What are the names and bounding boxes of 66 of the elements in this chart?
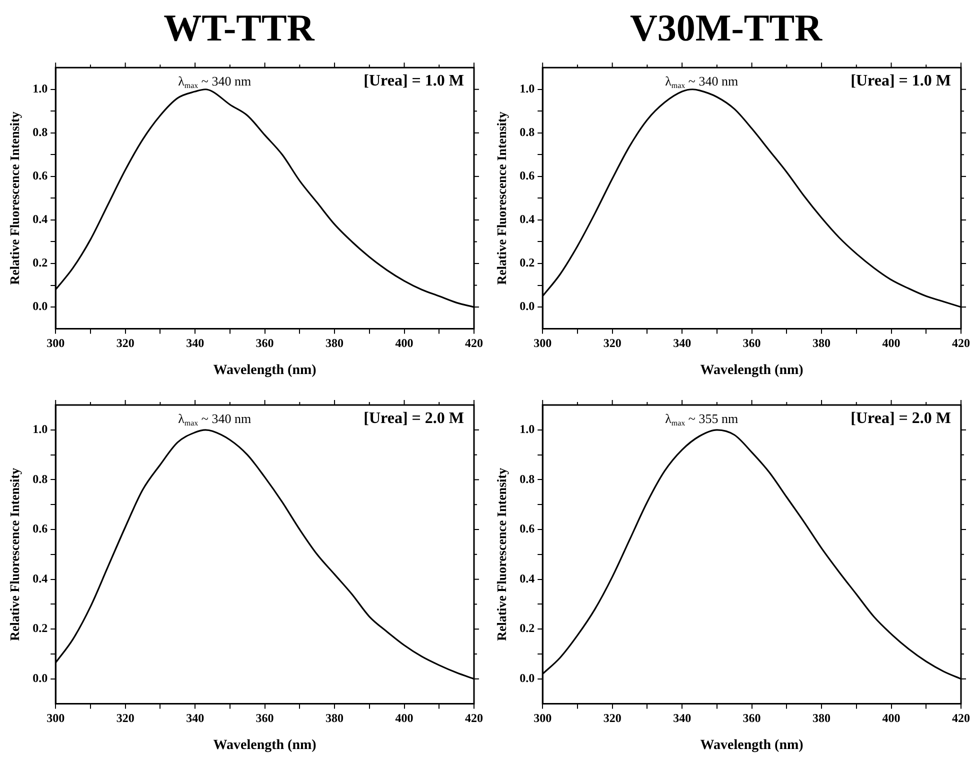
x-tick-label: 420 bbox=[952, 336, 970, 350]
y-tick-label: 0.2 bbox=[32, 256, 48, 270]
y-tick-label: 0.6 bbox=[32, 522, 48, 536]
x-tick-label: 320 bbox=[603, 336, 622, 350]
x-tick-label: 320 bbox=[116, 336, 134, 350]
chart-title: WT-TTR bbox=[164, 8, 315, 50]
x-tick-label: 380 bbox=[812, 711, 831, 726]
y-tick-label: 1.0 bbox=[32, 81, 48, 96]
x-tick-label: 380 bbox=[326, 711, 344, 726]
x-tick-label: 300 bbox=[534, 336, 552, 350]
y-tick-label: 0.8 bbox=[520, 472, 535, 486]
x-axis-title: Wavelength (nm) bbox=[700, 738, 804, 754]
y-tick-label: 0.4 bbox=[32, 571, 48, 586]
x-tick-label: 420 bbox=[952, 711, 970, 726]
x-tick-label: 340 bbox=[186, 336, 204, 350]
x-tick-label: 300 bbox=[46, 711, 65, 726]
y-tick-label: 0.0 bbox=[32, 670, 48, 685]
x-tick-label: 360 bbox=[256, 711, 274, 726]
annotation: [Urea] = 1.0 M bbox=[364, 72, 464, 90]
chart-title: V30M-TTR bbox=[630, 8, 823, 50]
x-axis-title: Wavelength (nm) bbox=[213, 363, 317, 378]
y-tick-label: 0.0 bbox=[520, 670, 535, 685]
y-axis-title: Relative Fluorescence Intensity bbox=[7, 111, 22, 285]
y-axis-title: Relative Fluorescence Intensity bbox=[494, 467, 510, 641]
y-tick-label: 0.4 bbox=[520, 571, 535, 586]
y-tick-label: 0.0 bbox=[32, 299, 48, 314]
y-tick-label: 0.8 bbox=[32, 472, 48, 486]
y-tick-label: 0.4 bbox=[32, 212, 48, 226]
y-tick-label: 0.6 bbox=[520, 522, 535, 536]
x-tick-label: 420 bbox=[465, 711, 483, 726]
annotation: [Urea] = 1.0 M bbox=[850, 72, 951, 90]
y-tick-label: 0.2 bbox=[32, 621, 48, 636]
x-tick-label: 320 bbox=[116, 711, 134, 726]
x-tick-label: 300 bbox=[46, 336, 65, 350]
x-tick-label: 420 bbox=[465, 336, 483, 350]
x-tick-label: 380 bbox=[326, 336, 344, 350]
x-tick-label: 360 bbox=[742, 336, 761, 350]
x-axis-title: Wavelength (nm) bbox=[213, 738, 317, 754]
x-tick-label: 360 bbox=[256, 336, 274, 350]
x-tick-label: 380 bbox=[812, 336, 831, 350]
x-axis-title: Wavelength (nm) bbox=[700, 363, 804, 378]
y-tick-label: 0.2 bbox=[520, 256, 535, 270]
x-tick-label: 400 bbox=[395, 336, 414, 350]
annotation: [Urea] = 2.0 M bbox=[364, 410, 464, 427]
y-tick-label: 0.0 bbox=[520, 299, 535, 314]
x-tick-label: 320 bbox=[603, 711, 622, 726]
y-tick-label: 1.0 bbox=[520, 81, 535, 96]
x-tick-label: 340 bbox=[673, 711, 692, 726]
y-tick-label: 1.0 bbox=[32, 422, 48, 436]
x-tick-label: 300 bbox=[534, 711, 552, 726]
x-tick-label: 400 bbox=[882, 336, 900, 350]
annotation: [Urea] = 2.0 M bbox=[850, 410, 951, 427]
x-tick-label: 400 bbox=[882, 711, 900, 726]
y-tick-label: 1.0 bbox=[520, 422, 535, 436]
y-tick-label: 0.8 bbox=[32, 124, 48, 139]
x-tick-label: 400 bbox=[395, 711, 414, 726]
y-tick-label: 0.6 bbox=[32, 168, 48, 183]
y-axis-title: Relative Fluorescence Intensity bbox=[494, 111, 510, 285]
x-tick-label: 340 bbox=[186, 711, 204, 726]
y-axis-title: Relative Fluorescence Intensity bbox=[7, 467, 22, 641]
y-tick-label: 0.8 bbox=[520, 124, 535, 139]
x-tick-label: 340 bbox=[673, 336, 692, 350]
x-tick-label: 360 bbox=[742, 711, 761, 726]
y-tick-label: 0.2 bbox=[520, 621, 535, 636]
y-tick-label: 0.6 bbox=[520, 168, 535, 183]
y-tick-label: 0.4 bbox=[520, 212, 535, 226]
